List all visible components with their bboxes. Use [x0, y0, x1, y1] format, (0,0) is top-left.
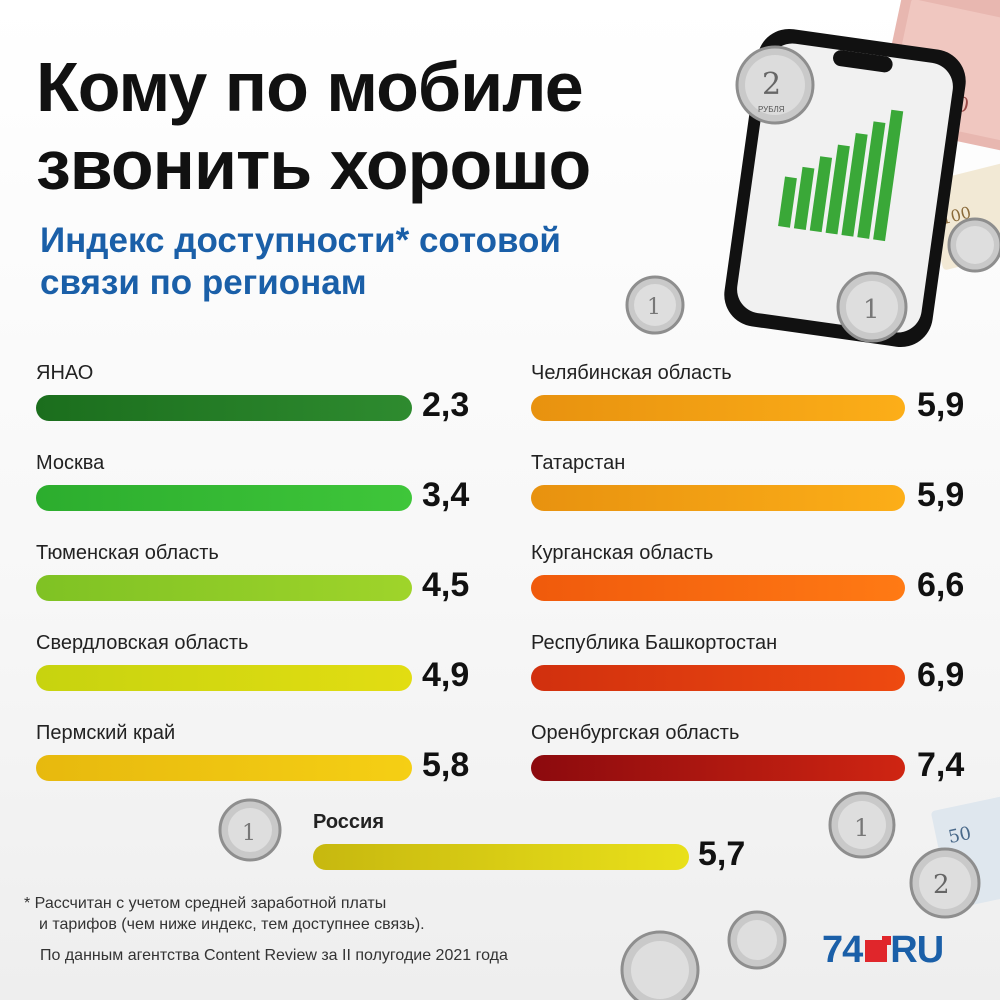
banknote-50-label: 50	[946, 823, 973, 848]
region-bar	[36, 665, 412, 691]
russia-total: Россия 5,7	[313, 811, 763, 891]
coin-1-ruble-edge	[947, 217, 1000, 273]
signal-bars-icon	[778, 109, 904, 242]
region-bar	[36, 755, 412, 781]
coin-2-rubles: 2 РУБЛЯ	[735, 45, 815, 125]
subtitle-line-2: связи по регионам	[40, 263, 367, 302]
logo-domain: RU	[890, 929, 944, 971]
coin-1-bottom-center	[727, 910, 787, 970]
coin-2-bottom-right: 2	[909, 847, 981, 919]
logo-square-icon	[865, 935, 892, 962]
region-bar	[531, 575, 905, 601]
region-item: Свердловская область 4,9	[36, 632, 486, 712]
coin-bl-value: 1	[242, 821, 256, 846]
page-title: Кому по мобиле звонить хорошо	[36, 48, 591, 204]
region-item: Республика Башкортостан 6,9	[531, 632, 981, 712]
region-label: Челябинская область	[531, 362, 732, 384]
title-line-1: Кому по мобиле	[36, 48, 584, 126]
region-value: 7,4	[917, 746, 965, 784]
coin-1-right-value: 1	[863, 295, 880, 325]
region-label: Татарстан	[531, 452, 626, 474]
region-value: 5,7	[698, 835, 746, 873]
coin-2-bottom-center	[620, 930, 700, 1000]
coin-1-ruble-right: 1	[836, 271, 908, 343]
region-value: 5,9	[917, 476, 965, 514]
region-item: Татарстан 5,9	[531, 452, 981, 532]
region-item: Тюменская область 4,5	[36, 542, 486, 622]
region-item: Челябинская область 5,9	[531, 362, 981, 442]
region-item: Оренбургская область 7,4	[531, 722, 981, 802]
subtitle-line-1: Индекс доступности* сотовой	[40, 221, 561, 260]
region-bar	[36, 485, 412, 511]
region-value: 4,9	[422, 656, 470, 694]
coin-1-bottom-left: 1	[218, 798, 282, 862]
coin-br-value: 1	[854, 814, 869, 842]
region-bar	[36, 395, 412, 421]
page-subtitle: Индекс доступности* сотовой связи по рег…	[40, 220, 561, 304]
region-value: 6,6	[917, 566, 965, 604]
coin-1-bottom-right: 1	[828, 791, 896, 859]
region-item: ЯНАО 2,3	[36, 362, 486, 442]
coin-2-value: 2	[762, 67, 781, 102]
region-bar	[36, 575, 412, 601]
region-bar	[313, 844, 689, 870]
coin-1-value: 1	[647, 295, 661, 320]
region-bar	[531, 395, 905, 421]
footnote-line-1: * Рассчитан с учетом средней заработной …	[24, 895, 387, 912]
logo-number: 74	[822, 929, 863, 971]
region-label: Пермский край	[36, 722, 176, 744]
region-label: Республика Башкортостан	[531, 632, 778, 654]
footnote-line-2: и тарифов (чем ниже индекс, тем доступне…	[39, 916, 425, 933]
title-line-2: звонить хорошо	[36, 126, 591, 204]
region-value: 4,5	[422, 566, 470, 604]
region-value: 2,3	[422, 386, 470, 424]
footnote: * Рассчитан с учетом средней заработной …	[24, 893, 425, 935]
region-value: 5,9	[917, 386, 965, 424]
region-value: 6,9	[917, 656, 965, 694]
region-item: Москва 3,4	[36, 452, 486, 532]
region-label: Оренбургская область	[531, 722, 740, 744]
source-note: По данным агентства Content Review за II…	[40, 947, 508, 964]
region-label: Тюменская область	[36, 542, 219, 564]
phone-money-illustration: 100 100 2 РУБЛЯ 1 1	[625, 0, 1000, 348]
region-label: Курганская область	[531, 542, 714, 564]
site-logo: 74 RU	[822, 929, 944, 972]
region-label: Россия	[313, 811, 385, 833]
coin-2-text: РУБЛЯ	[758, 105, 785, 114]
region-bar	[531, 485, 905, 511]
region-item: Пермский край 5,8	[36, 722, 486, 802]
region-label: Москва	[36, 452, 105, 474]
region-bar	[531, 755, 905, 781]
region-value: 3,4	[422, 476, 470, 514]
coin-2-bottom-value: 2	[933, 870, 950, 900]
region-label: Свердловская область	[36, 632, 249, 654]
region-bar	[531, 665, 905, 691]
coin-1-ruble-left: 1	[625, 275, 685, 335]
region-item: Курганская область 6,6	[531, 542, 981, 622]
region-label: ЯНАО	[36, 362, 94, 384]
region-value: 5,8	[422, 746, 470, 784]
